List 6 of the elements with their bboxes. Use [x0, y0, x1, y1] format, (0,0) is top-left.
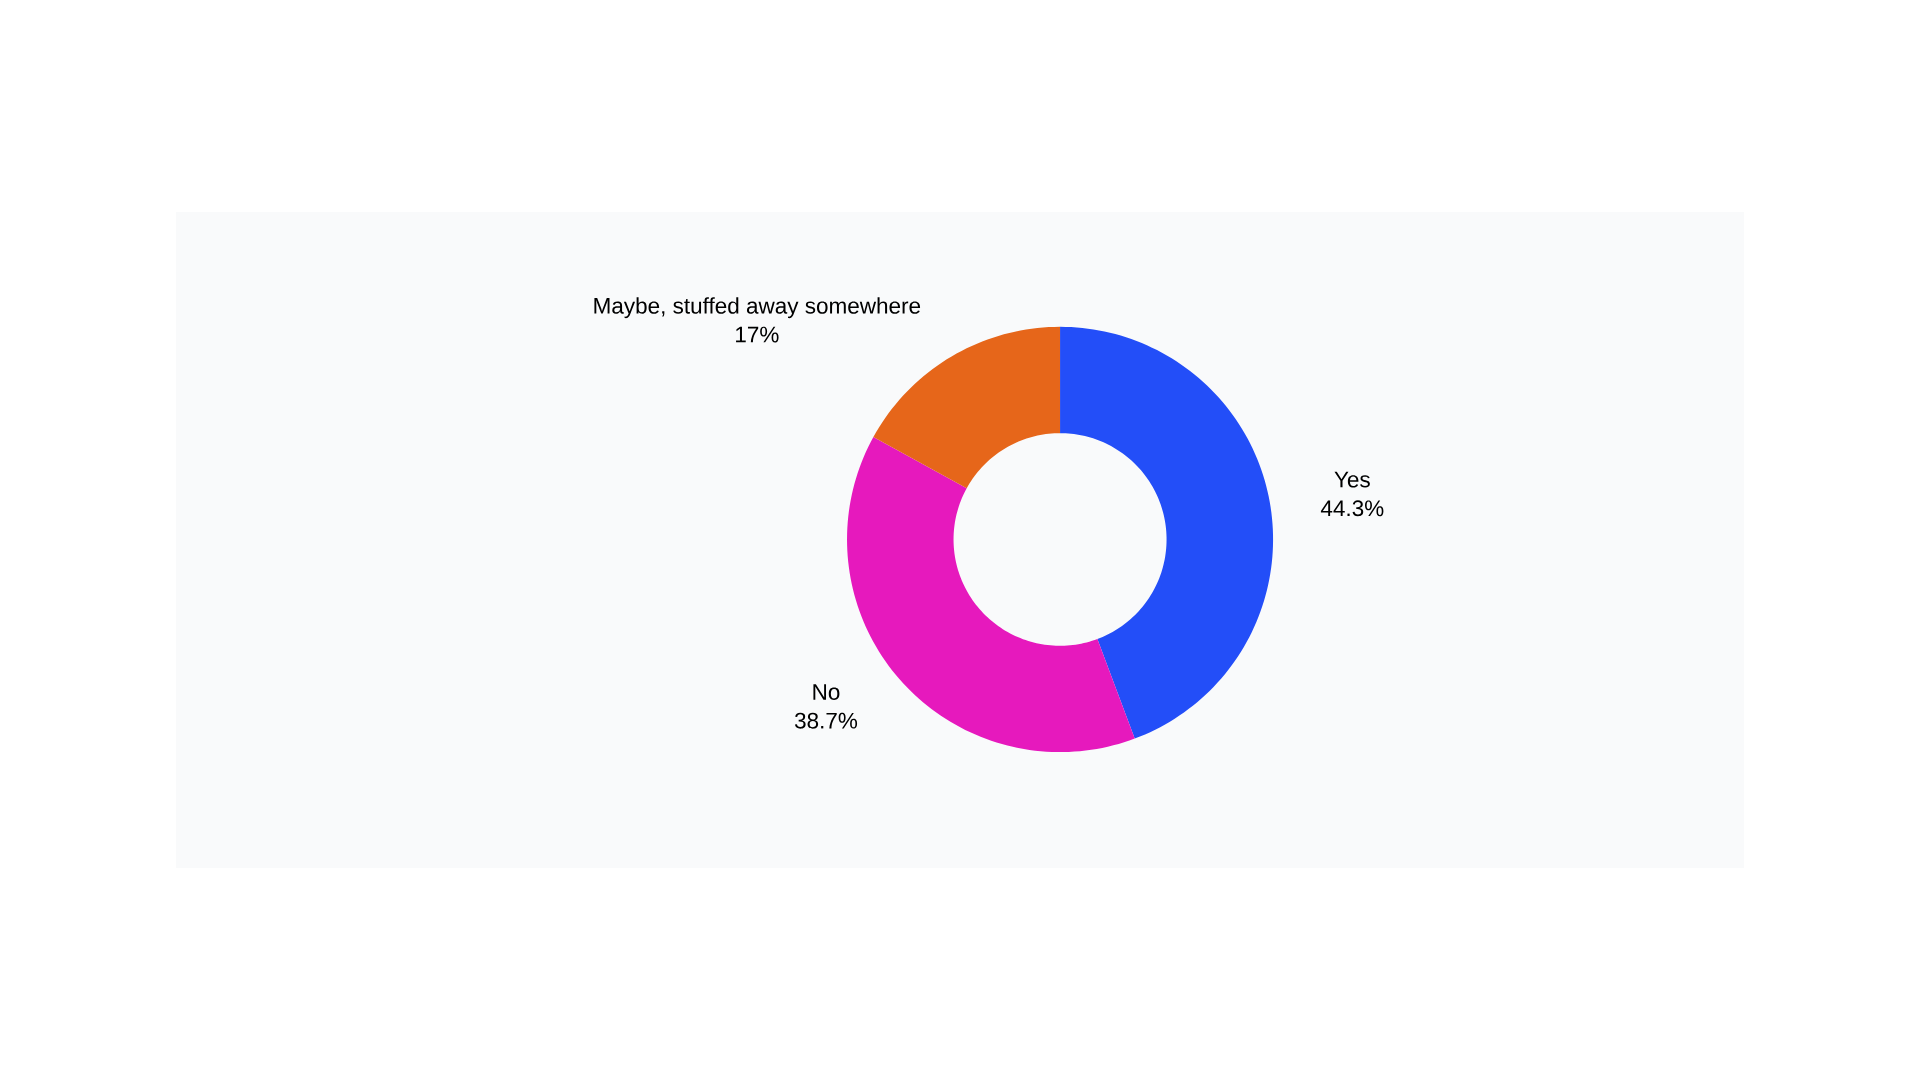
data-label: 17%: [736, 326, 779, 343]
slice-label: No: [813, 684, 840, 700]
slice-label: Yes: [1334, 471, 1370, 488]
data-label: 44.3%: [1320, 500, 1384, 517]
data-label: 38.7%: [794, 712, 858, 729]
slice-label: Maybe, stuffed away somewhere: [594, 297, 921, 319]
